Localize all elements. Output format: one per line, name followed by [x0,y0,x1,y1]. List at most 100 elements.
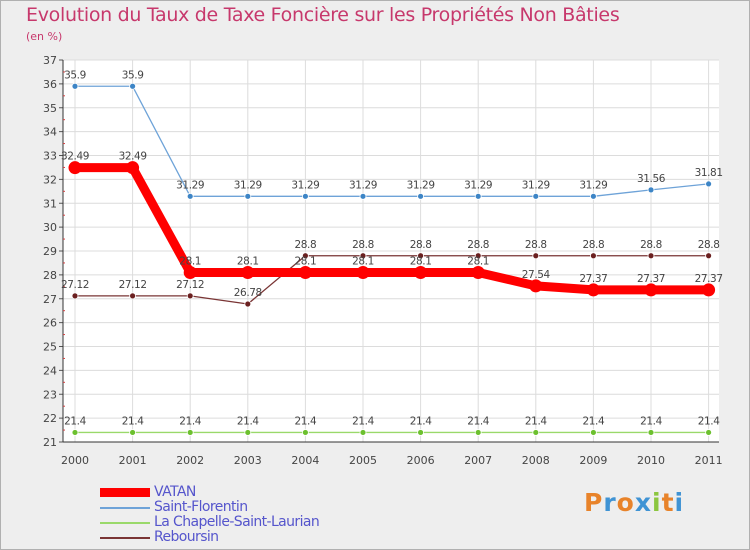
data-label-la-chapelle-saint-laurian-2011: 21.4 [698,415,720,427]
data-label-vatan-2007: 28.1 [467,255,489,267]
x-tick-label-2002: 2002 [176,454,204,467]
data-label-vatan-2003: 28.1 [237,255,259,267]
point-vatan-2007 [471,265,485,279]
series-line-reboursin [75,255,709,305]
data-label-saint-florentin-2008: 31.29 [522,179,550,191]
point-la-chapelle-saint-laurian-2011 [705,429,712,436]
x-tick-label-2007: 2007 [464,454,492,467]
y-tick-label-25: 25 [43,341,57,354]
data-label-vatan-2009: 27.37 [579,273,607,285]
point-saint-florentin-2005 [359,192,367,200]
data-label-reboursin-2004: 28.8 [295,239,317,251]
data-label-reboursin-2011: 28.8 [698,239,720,251]
data-label-saint-florentin-2003: 31.29 [234,179,262,191]
point-vatan-2010 [644,283,658,297]
data-label-reboursin-2003: 26.78 [234,287,262,299]
data-label-reboursin-2005: 28.8 [352,239,374,251]
data-label-reboursin-2008: 28.8 [525,239,547,251]
x-tick-label-2000: 2000 [61,454,89,467]
logo-letter-1: r [603,488,617,517]
point-vatan-2005 [356,265,370,279]
y-tick-label-26: 26 [43,317,57,330]
series-line-vatan [75,163,709,295]
point-reboursin-2002 [186,292,194,300]
point-vatan-2000 [68,161,82,175]
point-la-chapelle-saint-laurian-2007 [474,429,482,436]
y-tick-label-35: 35 [43,102,57,115]
legend-swatch-vatan [100,488,150,497]
point-reboursin-2000 [71,292,79,300]
x-tick-label-2006: 2006 [407,454,435,467]
x-tick-label-2011: 2011 [695,454,723,467]
legend-label-la-chapelle: La Chapelle-Saint-Laurian [154,514,320,530]
data-label-vatan-2000: 32.49 [61,151,89,163]
x-tick-label-2010: 2010 [637,454,665,467]
point-saint-florentin-2010 [647,186,655,194]
legend-label-reboursin: Reboursin [154,529,219,545]
data-label-la-chapelle-saint-laurian-2004: 21.4 [295,415,317,427]
y-tick-label-36: 36 [43,78,57,91]
data-label-la-chapelle-saint-laurian-2009: 21.4 [583,415,605,427]
data-label-la-chapelle-saint-laurian-2007: 21.4 [467,415,489,427]
data-label-la-chapelle-saint-laurian-2006: 21.4 [410,415,432,427]
y-tick-label-21: 21 [43,436,57,449]
point-saint-florentin-2009 [590,192,597,200]
data-label-reboursin-2002: 27.12 [176,279,204,291]
point-vatan-2011 [702,283,716,297]
data-label-saint-florentin-2002: 31.29 [176,179,204,191]
point-la-chapelle-saint-laurian-2004 [301,429,309,436]
point-saint-florentin-2002 [186,192,194,200]
y-tick-label-30: 30 [43,221,57,234]
point-vatan-2006 [414,265,428,279]
point-vatan-2003 [241,265,255,279]
logo-letter-4: i [652,488,662,517]
data-label-saint-florentin-2007: 31.29 [464,179,492,191]
x-tick-label-2003: 2003 [234,454,262,467]
data-label-reboursin-2010: 28.8 [640,239,662,251]
point-vatan-2008 [529,279,543,293]
point-reboursin-2010 [647,252,655,260]
legend-swatch-la-chapelle [100,522,150,524]
point-la-chapelle-saint-laurian-2010 [647,429,655,436]
point-saint-florentin-2003 [244,192,252,200]
point-saint-florentin-2001 [129,82,137,90]
data-label-vatan-2008: 27.54 [522,269,551,281]
y-tick-label-32: 32 [43,173,57,186]
data-label-saint-florentin-2010: 31.56 [637,173,666,185]
data-label-la-chapelle-saint-laurian-2001: 21.4 [122,415,144,427]
point-la-chapelle-saint-laurian-2006 [417,429,425,436]
data-label-saint-florentin-2006: 31.29 [407,179,435,191]
point-saint-florentin-2011 [705,180,712,188]
point-reboursin-2006 [417,252,425,260]
data-label-la-chapelle-saint-laurian-2010: 21.4 [640,415,662,427]
point-vatan-2009 [586,283,600,297]
chart-legend: VATAN Saint-Florentin La Chapelle-Saint-… [100,484,360,545]
point-la-chapelle-saint-laurian-2003 [244,429,252,436]
x-tick-label-2008: 2008 [522,454,550,467]
data-label-saint-florentin-2000: 35.9 [64,69,86,81]
x-tick-label-2001: 2001 [119,454,147,467]
data-label-vatan-2010: 27.37 [637,273,665,285]
data-label-reboursin-2000: 27.12 [61,279,89,291]
y-tick-label-31: 31 [43,197,57,210]
point-reboursin-2001 [129,292,137,300]
data-label-vatan-2004: 28.1 [295,255,317,267]
chart-unit-label: (en %) [26,30,63,43]
data-label-vatan-2011: 27.37 [695,273,723,285]
point-saint-florentin-2000 [71,82,79,90]
point-vatan-2001 [126,161,140,175]
x-tick-label-2005: 2005 [349,454,377,467]
point-reboursin-2009 [590,252,597,260]
point-saint-florentin-2004 [301,192,309,200]
data-label-reboursin-2001: 27.12 [119,279,147,291]
data-label-vatan-2006: 28.1 [410,255,432,267]
data-label-reboursin-2006: 28.8 [410,239,432,251]
point-la-chapelle-saint-laurian-2008 [532,429,540,436]
x-tick-label-2004: 2004 [291,454,319,467]
legend-swatch-reboursin [100,537,150,539]
legend-swatch-saint-florentin [100,507,150,509]
data-label-reboursin-2007: 28.8 [467,239,489,251]
logo-letter-2: o [616,488,635,517]
data-label-saint-florentin-2001: 35.9 [122,69,144,81]
